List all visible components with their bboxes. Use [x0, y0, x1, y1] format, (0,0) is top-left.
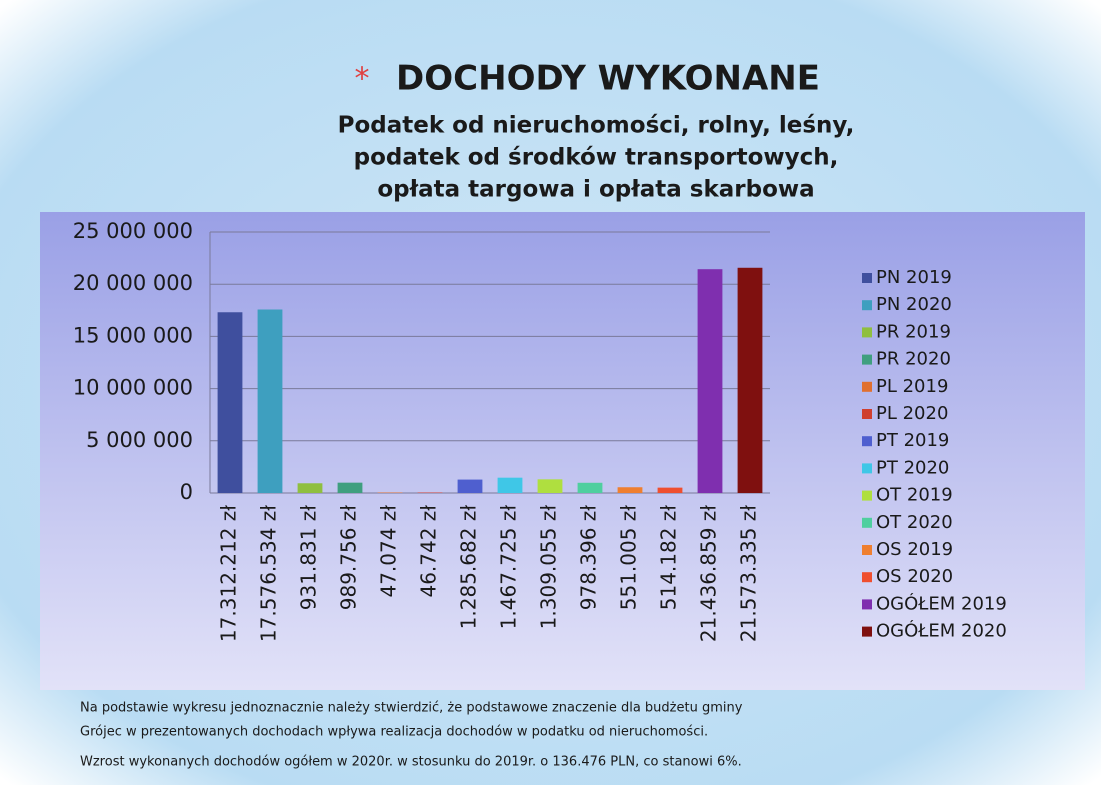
value-label: 1.285.682 zł	[457, 505, 481, 630]
legend-swatch	[862, 381, 872, 392]
y-tick-label: 25 000 000	[73, 219, 193, 243]
value-label: 1.309.055 zł	[537, 505, 561, 630]
value-label: 931.831 zł	[297, 505, 321, 611]
legend-label: PT 2019	[876, 430, 949, 451]
bar	[657, 487, 683, 493]
value-label: 46.742 zł	[417, 505, 441, 598]
legend-swatch	[862, 300, 872, 311]
value-label: 1.467.725 zł	[497, 505, 521, 630]
legend-swatch	[862, 572, 872, 583]
value-label: 989.756 zł	[337, 505, 361, 611]
legend-label: PR 2020	[876, 349, 951, 370]
bar	[577, 482, 603, 493]
bar	[497, 477, 523, 493]
legend-swatch	[862, 327, 872, 338]
footnote: Na podstawie wykresu jednoznacznie należ…	[80, 701, 743, 716]
legend-label: OS 2019	[876, 539, 953, 560]
y-tick-label: 20 000 000	[73, 271, 193, 295]
legend-label: PL 2020	[876, 403, 948, 424]
legend-swatch	[862, 463, 872, 474]
bar	[697, 269, 723, 493]
bar	[297, 483, 323, 493]
value-label: 17.312.212 zł	[217, 505, 241, 642]
y-tick-label: 0	[180, 480, 193, 504]
legend-swatch	[862, 545, 872, 555]
legend-label: OT 2019	[876, 485, 953, 506]
legend-label: PN 2020	[876, 294, 952, 315]
subtitle: podatek od środków transportowych,	[354, 145, 839, 171]
value-label: 514.182 zł	[657, 505, 681, 611]
bar	[337, 482, 363, 493]
y-tick-label: 5 000 000	[86, 428, 193, 452]
legend-swatch	[862, 409, 872, 419]
value-label: 21.573.335 zł	[737, 505, 761, 642]
legend-swatch	[862, 354, 872, 365]
bar	[617, 487, 643, 493]
legend-label: OGÓŁEM 2020	[876, 620, 1007, 642]
subtitle: Podatek od nieruchomości, rolny, leśny,	[338, 113, 855, 139]
value-label: 551.005 zł	[617, 505, 641, 611]
y-tick-label: 10 000 000	[73, 376, 193, 400]
legend-label: OS 2020	[876, 566, 953, 587]
legend-label: PL 2019	[876, 376, 948, 397]
footnote: Grójec w prezentowanych dochodach wpływa…	[80, 725, 708, 740]
legend-label: OGÓŁEM 2019	[876, 592, 1007, 614]
bar	[457, 479, 483, 493]
legend-label: PN 2019	[876, 267, 952, 288]
y-tick-label: 15 000 000	[73, 323, 193, 347]
value-label: 47.074 zł	[377, 505, 401, 598]
title-marker: *	[355, 62, 370, 97]
chart-area	[40, 212, 1085, 690]
legend-swatch	[862, 273, 872, 283]
legend-label: PR 2019	[876, 321, 951, 342]
legend-swatch	[862, 490, 872, 501]
legend-label: PT 2020	[876, 457, 949, 478]
legend-swatch	[862, 517, 872, 528]
bar	[537, 479, 563, 493]
value-label: 17.576.534 zł	[257, 505, 281, 642]
legend-label: OT 2020	[876, 512, 953, 533]
value-label: 978.396 zł	[577, 505, 601, 611]
legend-swatch	[862, 436, 872, 447]
legend-swatch	[862, 599, 872, 610]
value-label: 21.436.859 zł	[697, 505, 721, 642]
bar	[217, 312, 243, 493]
footnote: Wzrost wykonanych dochodów ogółem w 2020…	[80, 755, 742, 770]
bar	[737, 267, 763, 493]
legend-swatch	[862, 626, 872, 637]
subtitle: opłata targowa i opłata skarbowa	[377, 177, 814, 203]
bar	[257, 309, 283, 493]
chart-title: DOCHODY WYKONANE	[396, 59, 820, 99]
